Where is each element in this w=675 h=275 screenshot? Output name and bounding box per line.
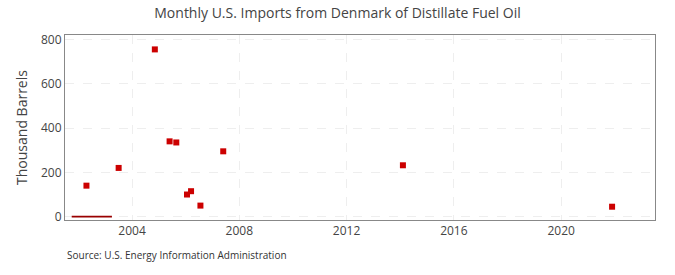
svg-text:Monthly U.S. Imports from Denm: Monthly U.S. Imports from Denmark of Dis… bbox=[154, 3, 520, 22]
svg-text:400: 400 bbox=[41, 119, 62, 136]
svg-text:600: 600 bbox=[41, 75, 62, 92]
svg-text:800: 800 bbox=[41, 31, 62, 48]
svg-text:2020: 2020 bbox=[547, 222, 575, 239]
svg-text:2004: 2004 bbox=[118, 222, 146, 239]
svg-text:200: 200 bbox=[41, 164, 62, 181]
svg-text:Thousand Barrels: Thousand Barrels bbox=[12, 70, 31, 185]
svg-text:2012: 2012 bbox=[333, 222, 361, 239]
svg-text:2008: 2008 bbox=[226, 222, 254, 239]
svg-text:2016: 2016 bbox=[440, 222, 468, 239]
svg-text:0: 0 bbox=[55, 208, 62, 225]
svg-text:Source: U.S. Energy Informatio: Source: U.S. Energy Information Administ… bbox=[67, 248, 287, 262]
